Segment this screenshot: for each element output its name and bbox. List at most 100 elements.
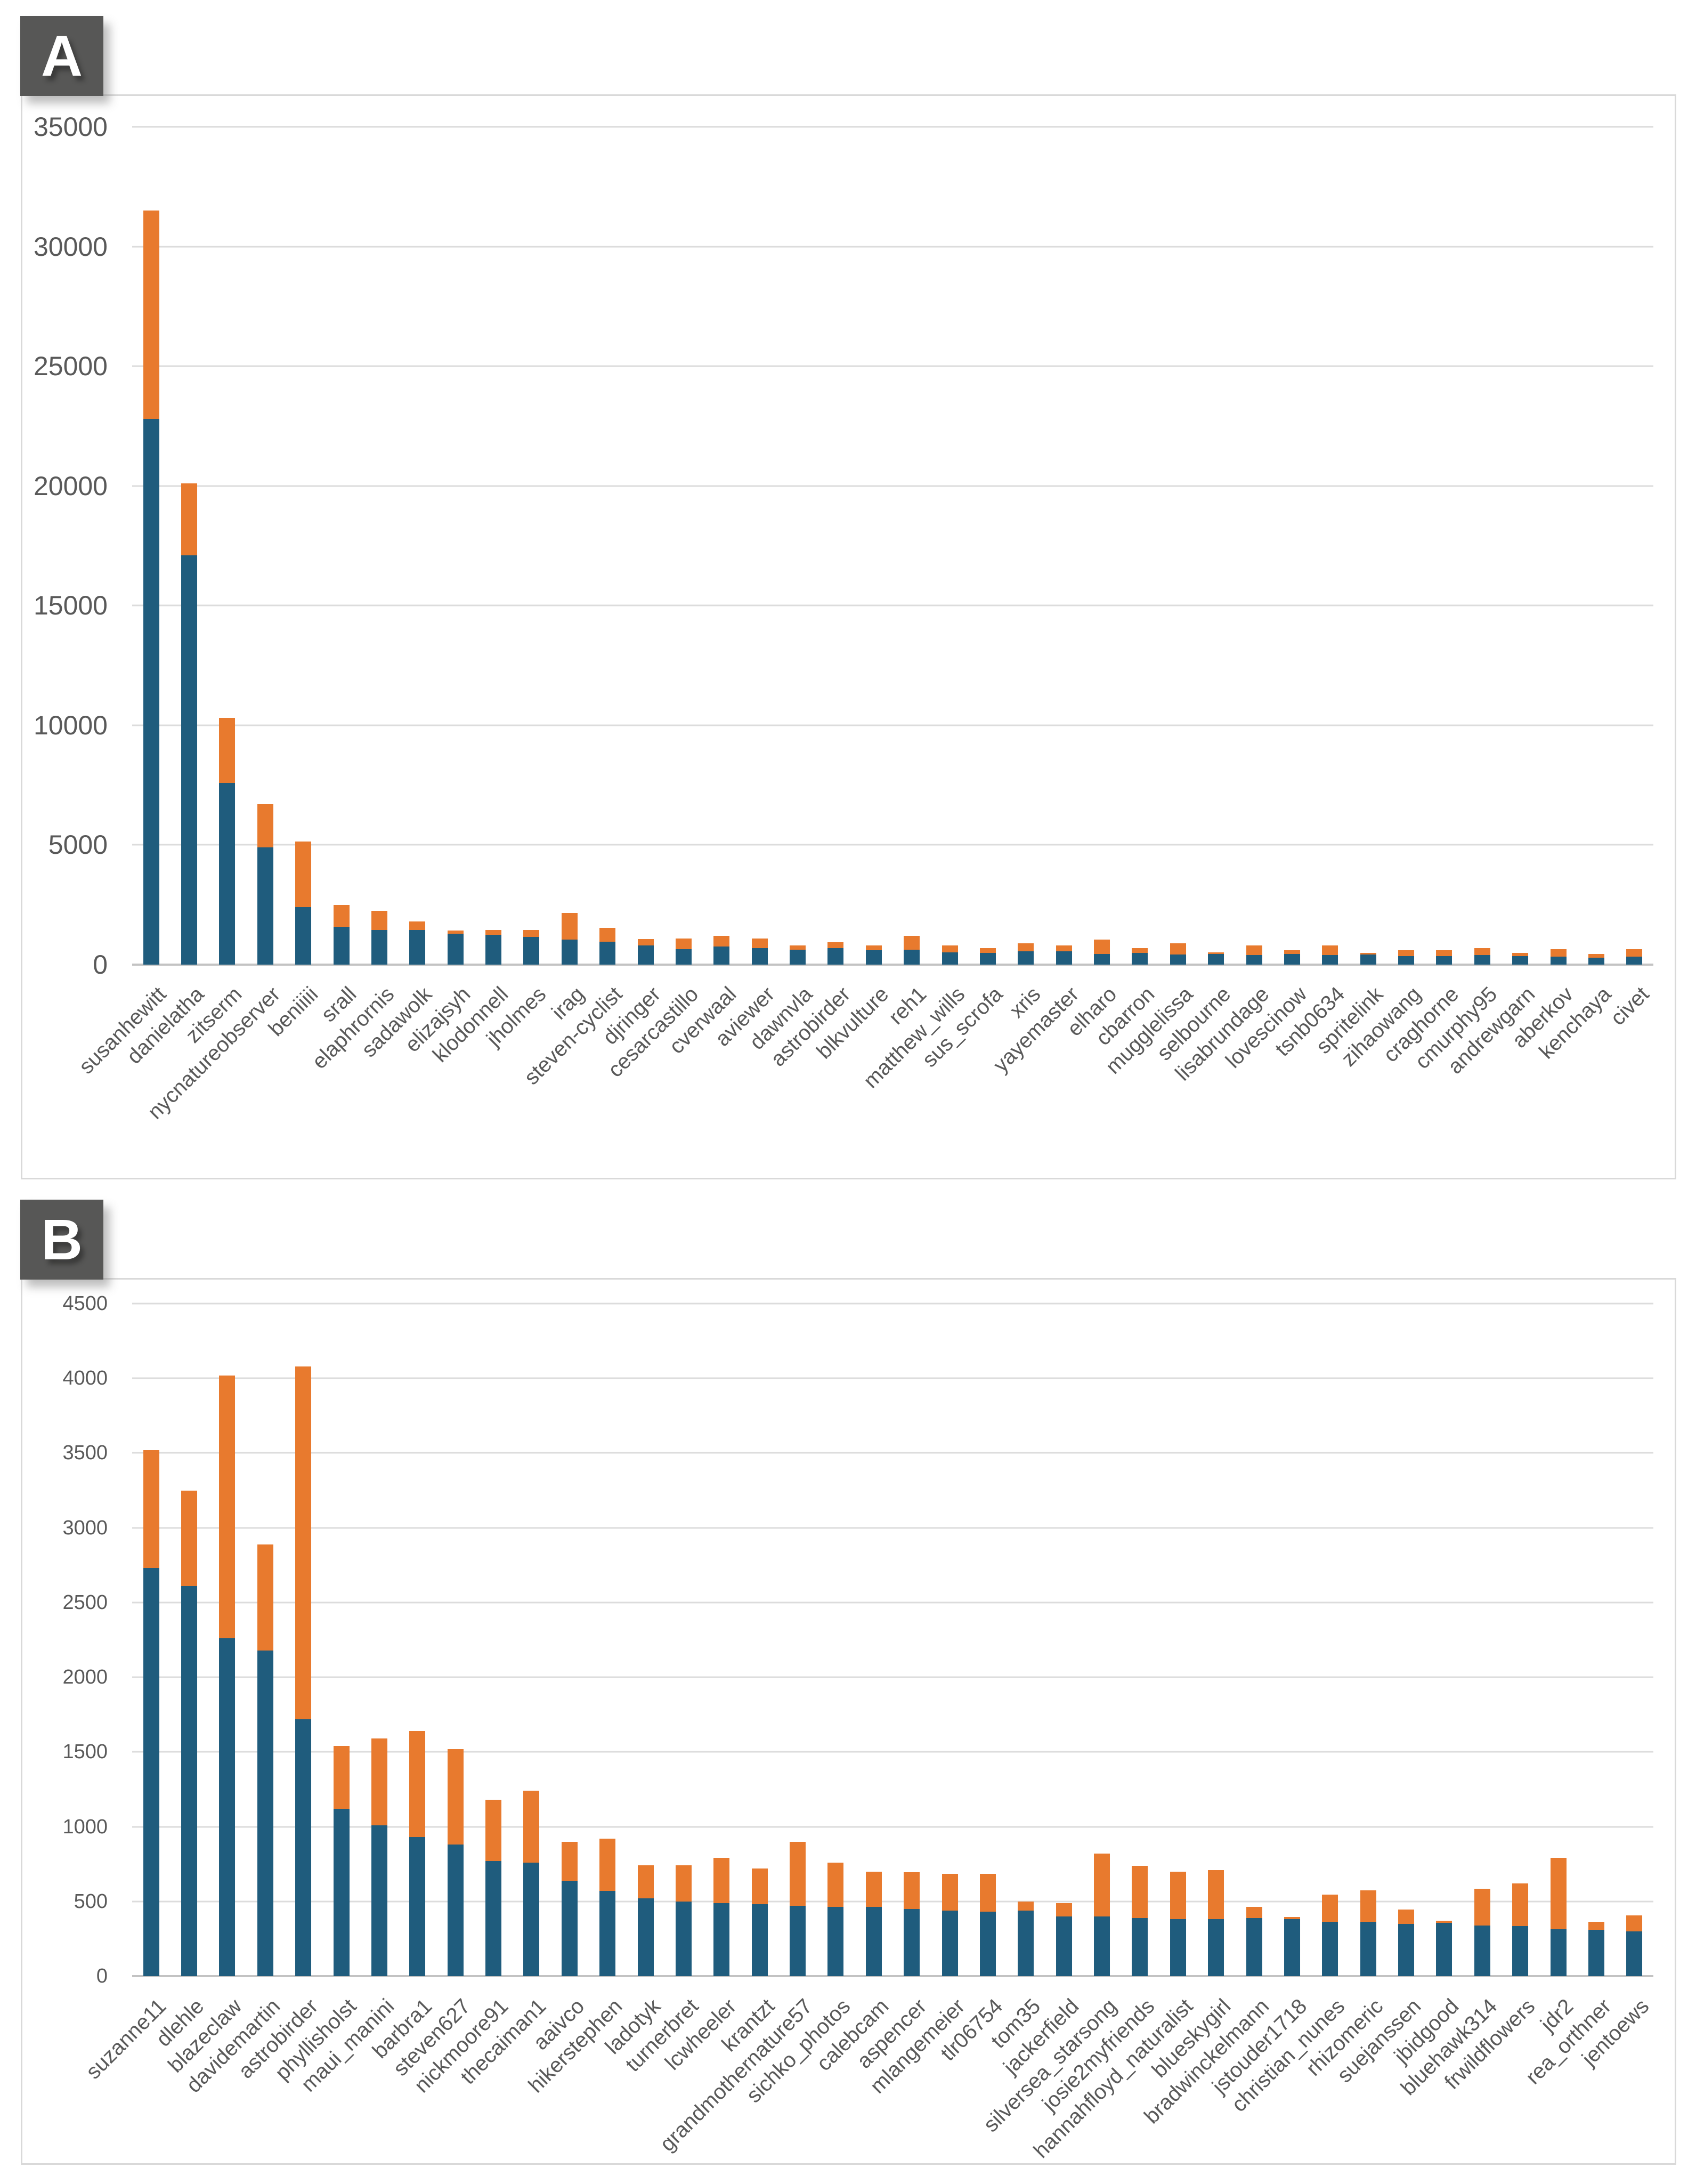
bar-segment-bottom <box>865 950 882 965</box>
bar-segment-bottom <box>257 1650 273 1976</box>
gridline <box>132 1826 1653 1828</box>
bar-segment-top <box>143 211 159 419</box>
bar-segment-top <box>675 1865 692 1902</box>
bar-segment-top <box>1398 950 1415 956</box>
bar-segment-bottom <box>1018 951 1034 965</box>
gridlines-a <box>132 126 1653 966</box>
bar-segment-bottom <box>1626 1931 1643 1976</box>
bar-segment-top <box>333 905 350 927</box>
bar-segment-top <box>1436 1921 1452 1923</box>
bar-segment-bottom <box>637 1898 654 1976</box>
bar-segment-top <box>713 936 730 947</box>
bar-segment-bottom <box>295 1719 312 1976</box>
bar-segment-top <box>1170 943 1186 955</box>
y-tick-label: 4500 <box>62 1292 108 1315</box>
bar-segment-top <box>1056 945 1072 952</box>
y-tick-label: 3000 <box>62 1516 108 1539</box>
bar-segment-bottom <box>1132 952 1148 965</box>
y-axis-b: 0 500 1000 1500 2000 2500 3000 3500 4000 4500 <box>22 1293 121 1986</box>
y-tick-label: 3500 <box>62 1442 108 1465</box>
x-axis-line <box>132 1975 1653 1977</box>
bar-segment-top <box>1626 949 1643 957</box>
gridlines-b <box>132 1303 1653 1977</box>
bar-segment-top <box>371 910 387 930</box>
y-tick-label: 1500 <box>62 1741 108 1764</box>
bar-segment-top <box>751 1868 768 1905</box>
bar-segment-bottom <box>827 1906 844 1976</box>
y-tick-label: 1000 <box>62 1815 108 1838</box>
bar-segment-top <box>295 1366 312 1719</box>
bar-segment-top <box>637 1865 654 1899</box>
bar-segment-bottom <box>1284 1919 1300 1976</box>
bar-segment-bottom <box>1360 954 1376 965</box>
bar-segment-top <box>904 936 920 950</box>
bar-segment-bottom <box>904 950 920 965</box>
bar-segment-top <box>1094 939 1110 954</box>
gridline <box>132 1601 1653 1604</box>
y-tick-label: 10000 <box>33 710 108 740</box>
bar-segment-top <box>1094 1854 1110 1916</box>
y-tick-label: 5000 <box>48 830 108 860</box>
x-axis-a: susanhewitt danielatha zitserm nycnatureobs… <box>75 974 1654 1198</box>
bar-segment-top <box>257 804 273 847</box>
bar-segment-top <box>409 921 426 930</box>
bar-segment-top <box>1436 950 1452 956</box>
bar-segment-bottom <box>790 950 806 965</box>
chart-panel-b: B 0 500 1000 1500 2000 2500 3000 3500 4000 4500 s… <box>20 1200 1676 2165</box>
bar-segment-top <box>1550 1858 1567 1929</box>
bar-segment-bottom <box>713 947 730 965</box>
bar-segment-bottom <box>979 952 996 965</box>
bar-segment-top <box>1018 1901 1034 1911</box>
bar-segment-bottom <box>751 1904 768 1976</box>
bar-segment-top <box>979 948 996 953</box>
bar-segment-bottom <box>295 907 312 965</box>
bar-segment-bottom <box>599 1891 616 1976</box>
bar-segment-bottom <box>1018 1910 1034 1976</box>
bar-segment-bottom <box>181 555 198 965</box>
bar-segment-bottom <box>219 782 236 965</box>
bar-segment-bottom <box>447 1845 464 1976</box>
gridline <box>132 1900 1653 1903</box>
y-tick-label: 0 <box>96 1965 108 1987</box>
bar-segment-bottom <box>1398 1923 1415 1976</box>
bar-segment-bottom <box>599 942 616 965</box>
bar-segment-top <box>523 929 540 937</box>
bar-segment-top <box>713 1858 730 1903</box>
stacked-bar-chart-a: 0 5000 10000 15000 20000 25000 30000 35000 susa… <box>22 96 1675 1178</box>
bar-segment-bottom <box>143 1568 159 1976</box>
bar-segment-top <box>561 913 578 940</box>
bar-segment-top <box>143 1450 159 1568</box>
bar-segment-top <box>523 1791 540 1863</box>
chart-panel-a: A 0 5000 10000 15000 20000 25000 30000 35000 su… <box>20 16 1676 1179</box>
bar-segment-top <box>1056 1903 1072 1916</box>
bar-segment-bottom <box>371 1825 387 1976</box>
bar-segment-top <box>447 930 464 934</box>
bar-segment-top <box>1512 1883 1529 1927</box>
bars-b <box>132 1304 1653 1976</box>
bar-segment-top <box>865 1871 882 1907</box>
x-axis-b: suzanne11 dlehle blazeclaw davidemartin astr… <box>82 1986 1654 2184</box>
gridline <box>132 485 1653 487</box>
bar-segment-bottom <box>1626 957 1643 965</box>
bar-segment-bottom <box>904 1908 920 1976</box>
bar-segment-top <box>1208 952 1224 954</box>
bar-segment-bottom <box>447 933 464 965</box>
bar-segment-bottom <box>1550 1929 1567 1976</box>
bar-segment-top <box>1550 949 1567 957</box>
y-tick-label: 30000 <box>33 231 108 262</box>
bar-segment-bottom <box>1094 1916 1110 1976</box>
bar-segment-top <box>1132 1865 1148 1918</box>
bar-segment-top <box>1588 1921 1604 1930</box>
bar-segment-top <box>827 942 844 949</box>
bar-segment-bottom <box>1246 955 1262 965</box>
bar-segment-top <box>1170 1871 1186 1920</box>
bar-segment-bottom <box>790 1906 806 1976</box>
bar-segment-top <box>942 1873 958 1911</box>
bar-segment-bottom <box>219 1638 236 1976</box>
bar-segment-top <box>485 1800 502 1862</box>
bar-segment-bottom <box>1284 953 1300 965</box>
bar-segment-bottom <box>942 1910 958 1976</box>
bar-segment-top <box>1626 1915 1643 1931</box>
bar-segment-bottom <box>1398 956 1415 965</box>
